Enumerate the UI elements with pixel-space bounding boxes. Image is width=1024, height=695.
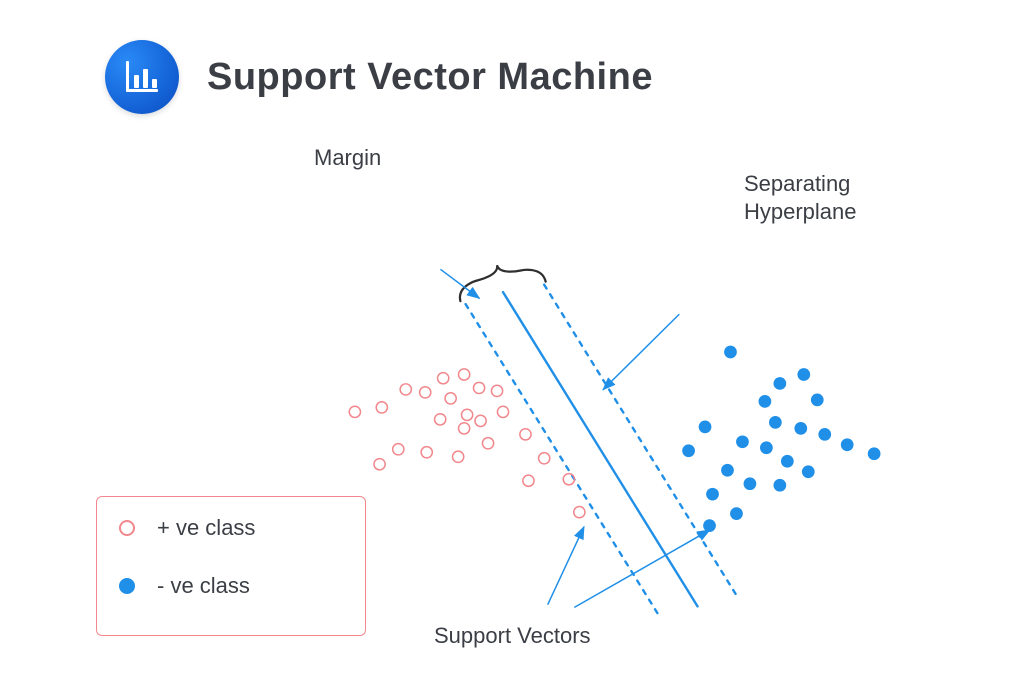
positive-point xyxy=(459,369,470,380)
legend-label: + ve class xyxy=(157,515,255,541)
arrow-sv-left xyxy=(548,527,584,604)
negative-point xyxy=(706,488,719,501)
negative-point xyxy=(736,435,749,448)
positive-point xyxy=(349,406,360,417)
negative-point xyxy=(744,477,757,490)
negative-point xyxy=(797,368,810,381)
negative-point xyxy=(794,422,807,435)
header: Support Vector Machine xyxy=(105,40,653,114)
margin-line-right xyxy=(544,285,739,599)
negative-point xyxy=(868,447,881,460)
margin-line-left xyxy=(466,304,658,614)
positive-point xyxy=(376,402,387,413)
negative-point xyxy=(730,507,743,520)
negative-point xyxy=(811,394,824,407)
negative-point xyxy=(841,438,854,451)
negative-point xyxy=(699,420,712,433)
negative-point xyxy=(818,428,831,441)
legend: + ve class - ve class xyxy=(96,496,366,636)
negative-point xyxy=(802,465,815,478)
positive-point xyxy=(497,406,508,417)
positive-point xyxy=(475,415,486,426)
positive-point xyxy=(574,507,585,518)
negative-point xyxy=(724,346,737,359)
positive-point xyxy=(523,475,534,486)
legend-item-negative: - ve class xyxy=(119,573,341,599)
page-title: Support Vector Machine xyxy=(207,56,653,99)
positive-point xyxy=(473,382,484,393)
positive-point xyxy=(520,429,531,440)
separating-hyperplane xyxy=(503,292,698,606)
negative-point xyxy=(759,395,772,408)
negative-point xyxy=(703,519,716,532)
legend-item-positive: + ve class xyxy=(119,515,341,541)
positive-point xyxy=(420,387,431,398)
filled-circle-icon xyxy=(119,578,135,594)
arrow-hyperplane xyxy=(603,315,679,390)
label-support-vectors: Support Vectors xyxy=(434,622,591,650)
legend-label: - ve class xyxy=(157,573,250,599)
negative-point xyxy=(781,455,794,468)
margin-brace xyxy=(460,265,546,301)
negative-point xyxy=(769,416,782,429)
negative-point xyxy=(682,444,695,457)
open-circle-icon xyxy=(119,520,135,536)
positive-point xyxy=(482,438,493,449)
bar-chart-icon xyxy=(105,40,179,114)
positive-point xyxy=(461,409,472,420)
positive-point xyxy=(445,393,456,404)
arrow-sv-right xyxy=(575,530,710,607)
negative-point xyxy=(760,441,773,454)
positive-point xyxy=(393,444,404,455)
label-margin: Margin xyxy=(314,144,381,172)
positive-point xyxy=(539,453,550,464)
negative-point xyxy=(773,479,786,492)
positive-point xyxy=(563,474,574,485)
positive-point xyxy=(438,373,449,384)
positive-point xyxy=(400,384,411,395)
label-separating-hyperplane: Separating Hyperplane xyxy=(744,170,857,225)
positive-point xyxy=(435,414,446,425)
positive-point xyxy=(374,459,385,470)
negative-point xyxy=(773,377,786,390)
positive-point xyxy=(453,451,464,462)
positive-point xyxy=(421,447,432,458)
negative-point xyxy=(721,464,734,477)
positive-point xyxy=(491,385,502,396)
positive-point xyxy=(459,423,470,434)
